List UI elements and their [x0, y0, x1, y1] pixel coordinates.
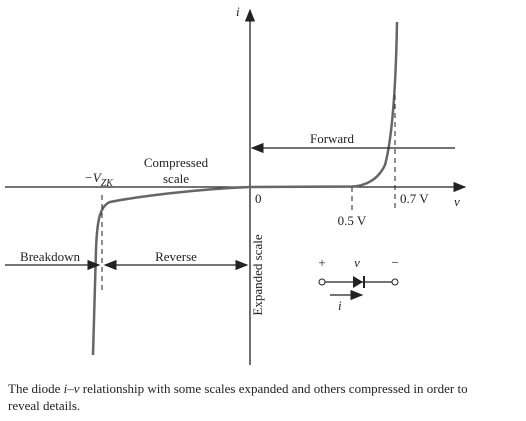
vzk-sub: ZK: [101, 178, 115, 189]
caption-part: i–v: [64, 381, 80, 396]
breakdown-label: Breakdown: [20, 249, 80, 264]
caption-part: The diode: [8, 381, 64, 396]
expanded-label: Expanded scale: [250, 234, 265, 315]
diode-i: i: [338, 298, 342, 313]
v07-label: 0.7 V: [400, 191, 429, 206]
origin-label: 0: [255, 191, 262, 206]
diode-minus: −: [391, 255, 398, 270]
vzk-main: −V: [84, 170, 103, 185]
vzk-label: −VZK: [84, 170, 114, 189]
compressed-label: scale: [163, 171, 189, 186]
reverse-label: Reverse: [155, 249, 197, 264]
v-axis-label: v: [454, 194, 460, 209]
v05-label: 0.5 V: [338, 213, 367, 228]
terminal: [391, 278, 399, 286]
diode-triangle: [353, 276, 363, 288]
iv-curve: [91, 21, 399, 356]
caption: The diode i–v relationship with some sca…: [8, 381, 468, 396]
i-axis-label: i: [236, 4, 240, 19]
caption: reveal details.: [8, 398, 80, 413]
compressed-label: Compressed: [144, 155, 209, 170]
forward-label: Forward: [310, 131, 355, 146]
diode-plus: +: [318, 255, 325, 270]
diode-v: v: [354, 255, 360, 270]
caption-part: relationship with some scales expanded a…: [79, 381, 467, 396]
terminal: [318, 278, 326, 286]
